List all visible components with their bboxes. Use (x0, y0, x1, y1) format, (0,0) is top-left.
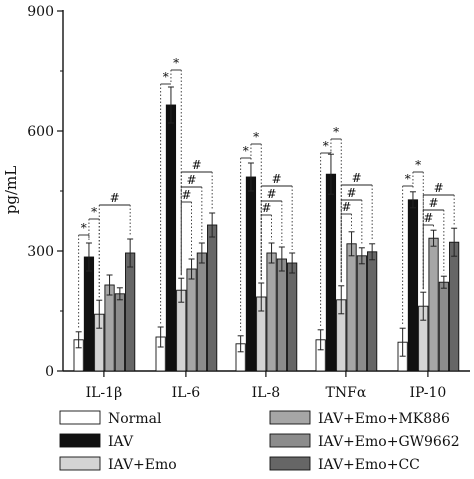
x-tick-label: IP-10 (410, 385, 447, 401)
legend-label: IAV+Emo (108, 457, 177, 473)
asterisk-mark: * (415, 158, 421, 172)
asterisk-mark: * (405, 172, 411, 186)
legend: Normal IAV IAV+Emo IAV+Emo+MK886 IAV+Emo+GW9… (59, 410, 460, 473)
bar (245, 176, 257, 372)
legend-label: Normal (108, 411, 162, 427)
hash-mark: # (423, 211, 433, 225)
bar (207, 224, 218, 372)
bar (287, 262, 298, 372)
bar (196, 252, 207, 372)
x-tick-label: IL-6 (172, 385, 201, 401)
y-tick-label: 0 (45, 364, 54, 380)
y-axis-label: pg/mL (2, 166, 20, 214)
hash-mark: # (181, 188, 191, 202)
legend-swatch (59, 410, 101, 425)
legend-swatch (269, 433, 311, 448)
asterisk-mark: * (243, 144, 249, 158)
asterisk-mark: * (323, 139, 329, 153)
bar (407, 199, 419, 372)
legend-swatch (59, 433, 101, 448)
hash-mark: # (429, 196, 439, 210)
bar (367, 251, 378, 372)
axes: pg/mL (2, 10, 470, 372)
x-tick-label: IL-8 (252, 385, 280, 401)
bar (276, 258, 287, 372)
bar (346, 243, 357, 372)
bar (186, 268, 197, 372)
hash-mark: # (261, 201, 271, 215)
legend-swatch (269, 410, 311, 425)
legend-label: IAV (108, 434, 134, 450)
y-tick-label: 600 (27, 124, 54, 140)
asterisk-mark: * (333, 125, 339, 139)
legend-label: IAV+Emo+GW9662 (318, 434, 460, 450)
hash-mark: # (192, 158, 202, 172)
bar (114, 293, 125, 372)
asterisk-mark: * (253, 130, 259, 144)
bar (125, 252, 136, 372)
significance-annotations: **#**###**###**###**### (78, 56, 455, 333)
asterisk-mark: * (163, 70, 169, 84)
hash-mark: # (110, 191, 120, 205)
bar (266, 252, 277, 372)
hash-mark: # (267, 187, 277, 201)
hash-mark: # (341, 200, 351, 214)
y-tick-label: 300 (27, 244, 54, 260)
hash-mark: # (434, 181, 444, 195)
bar (428, 237, 439, 372)
asterisk-mark: * (91, 205, 97, 219)
bar (104, 284, 115, 372)
bar (325, 173, 337, 372)
bar (438, 281, 449, 372)
bar (83, 256, 95, 372)
x-tick-label: IL-1β (86, 385, 123, 401)
bar (449, 241, 460, 372)
legend-label: IAV+Emo+CC (318, 457, 420, 473)
asterisk-mark: * (81, 221, 87, 235)
bar (165, 104, 177, 372)
y-tick-label: 900 (27, 4, 54, 20)
bars (73, 86, 460, 372)
bar (356, 255, 367, 372)
legend-swatch (269, 456, 311, 471)
x-tick-label: TNFα (326, 385, 367, 401)
legend-label: IAV+Emo+MK886 (318, 411, 450, 427)
asterisk-mark: * (173, 56, 179, 70)
hash-mark: # (272, 172, 282, 186)
hash-mark: # (187, 173, 197, 187)
hash-mark: # (347, 186, 357, 200)
axis-ticks: 0 300 600 900 IL-1β IL-6 IL-8 TNFα IP-10 (27, 4, 446, 401)
legend-swatch (59, 456, 101, 471)
hash-mark: # (352, 171, 362, 185)
